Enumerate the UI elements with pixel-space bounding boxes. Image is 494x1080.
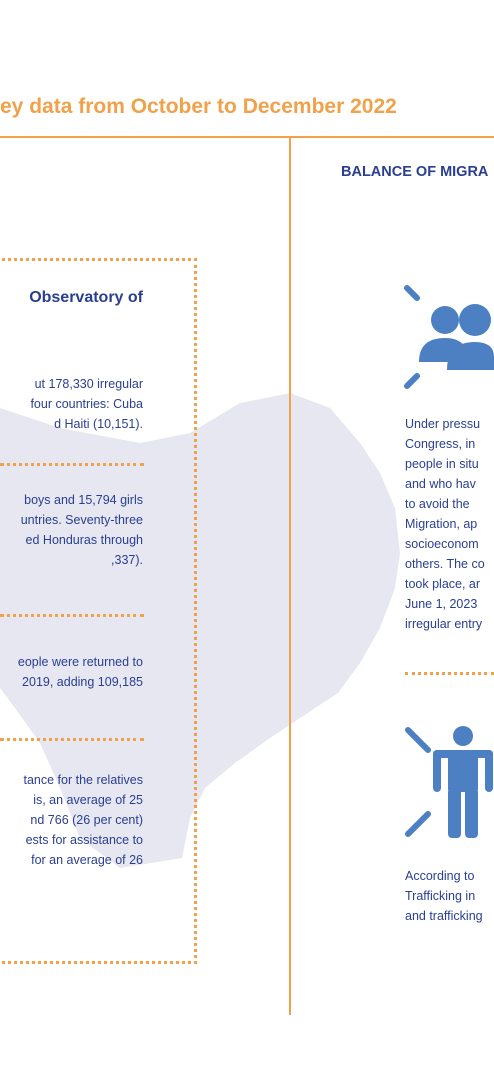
dotted-separator [0,463,144,466]
dotted-separator [0,738,144,741]
box-heading: Observatory of [29,289,143,306]
people-group-icon [404,285,494,389]
balance-heading: BALANCE OF MIGRA [341,164,489,180]
stat-block-returned: eople were returned to 2019, adding 109,… [17,655,143,689]
balance-text: Under pressu Congress, in people in situ… [405,417,485,631]
stat-block-children: boys and 15,794 girls untries. Seventy-t… [20,493,143,567]
observatory-box [0,258,197,964]
column-divider [289,137,291,1015]
header-divider [0,136,494,138]
stat-block-returns: ut 178,330 irregular four countries: Cub… [30,377,143,431]
map-silhouette [0,393,400,868]
stat-block-assistance: tance for the relatives is, an average o… [23,773,143,867]
dotted-separator [0,614,144,617]
trafficking-text: According to Trafficking in and traffick… [405,869,483,923]
page-title: ey data from October to December 2022 [0,95,397,118]
dotted-separator [405,672,494,675]
person-icon [405,726,493,838]
